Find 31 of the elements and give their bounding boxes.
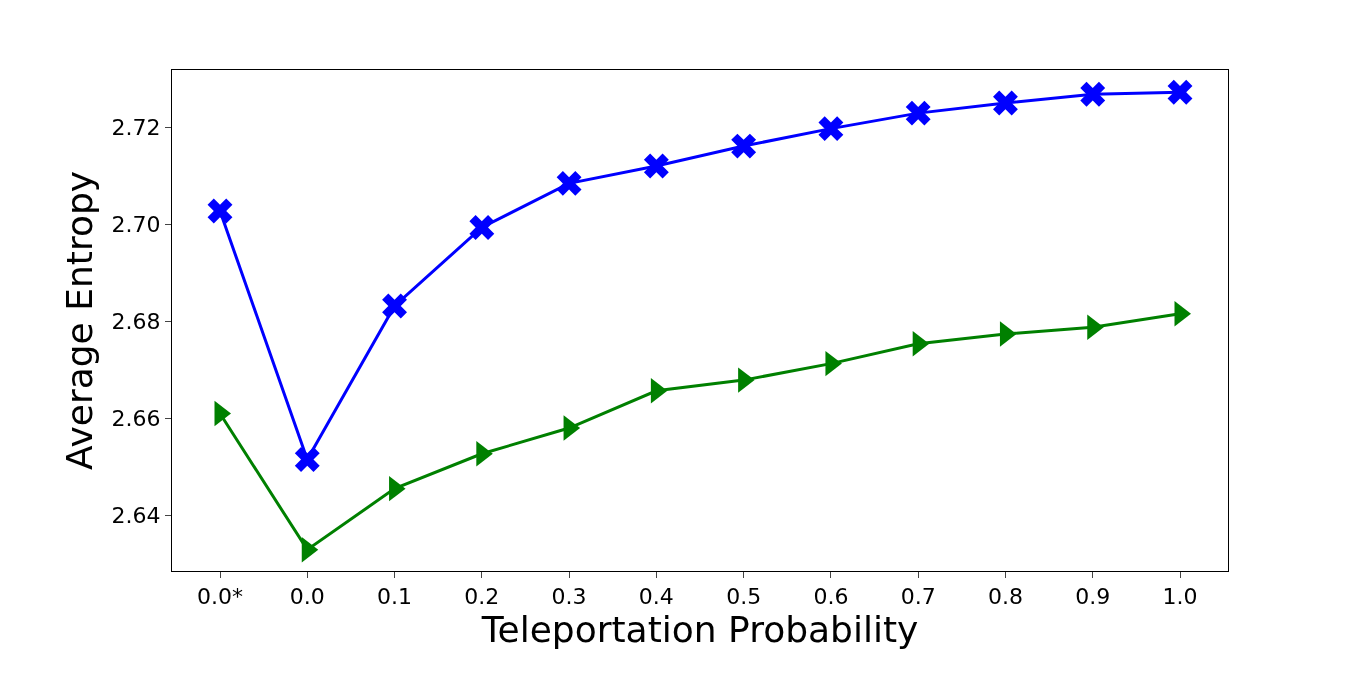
y-axis-title: Average Entropy [58, 170, 100, 471]
x-tick-label: 0.5 [726, 584, 762, 610]
point [382, 293, 407, 319]
x-tick-label: 0.4 [638, 584, 674, 610]
point [905, 100, 931, 126]
point [294, 447, 320, 472]
x-tick-label: 0.8 [987, 584, 1023, 610]
point [643, 153, 669, 179]
x-tick-label: 0.1 [377, 584, 413, 610]
x-tick-label: 0.3 [551, 584, 587, 610]
x-tick-label: 0.2 [464, 584, 500, 610]
x-tick-label: 0.0 [289, 584, 325, 610]
y-tick-label: 2.66 [111, 406, 161, 432]
point [1080, 81, 1106, 107]
point [207, 198, 233, 224]
x-tick-label: 0.9 [1075, 584, 1111, 610]
y-tick-label: 2.70 [111, 212, 161, 238]
point [1167, 79, 1193, 105]
point [993, 90, 1018, 116]
point [731, 133, 757, 159]
y-tick-label: 2.68 [111, 309, 161, 335]
y-tick-label: 2.72 [111, 115, 161, 141]
x-tick-label: 0.6 [813, 584, 849, 610]
x-axis-title: Teleportation Probability [480, 609, 919, 651]
point [469, 215, 495, 240]
x-tick-label: 0.7 [900, 584, 936, 610]
x-tick-label: 1.0 [1162, 584, 1198, 610]
point [818, 116, 844, 142]
y-tick-label: 2.64 [111, 502, 161, 528]
point [556, 170, 582, 196]
x-tick-label: 0.0* [197, 584, 243, 610]
